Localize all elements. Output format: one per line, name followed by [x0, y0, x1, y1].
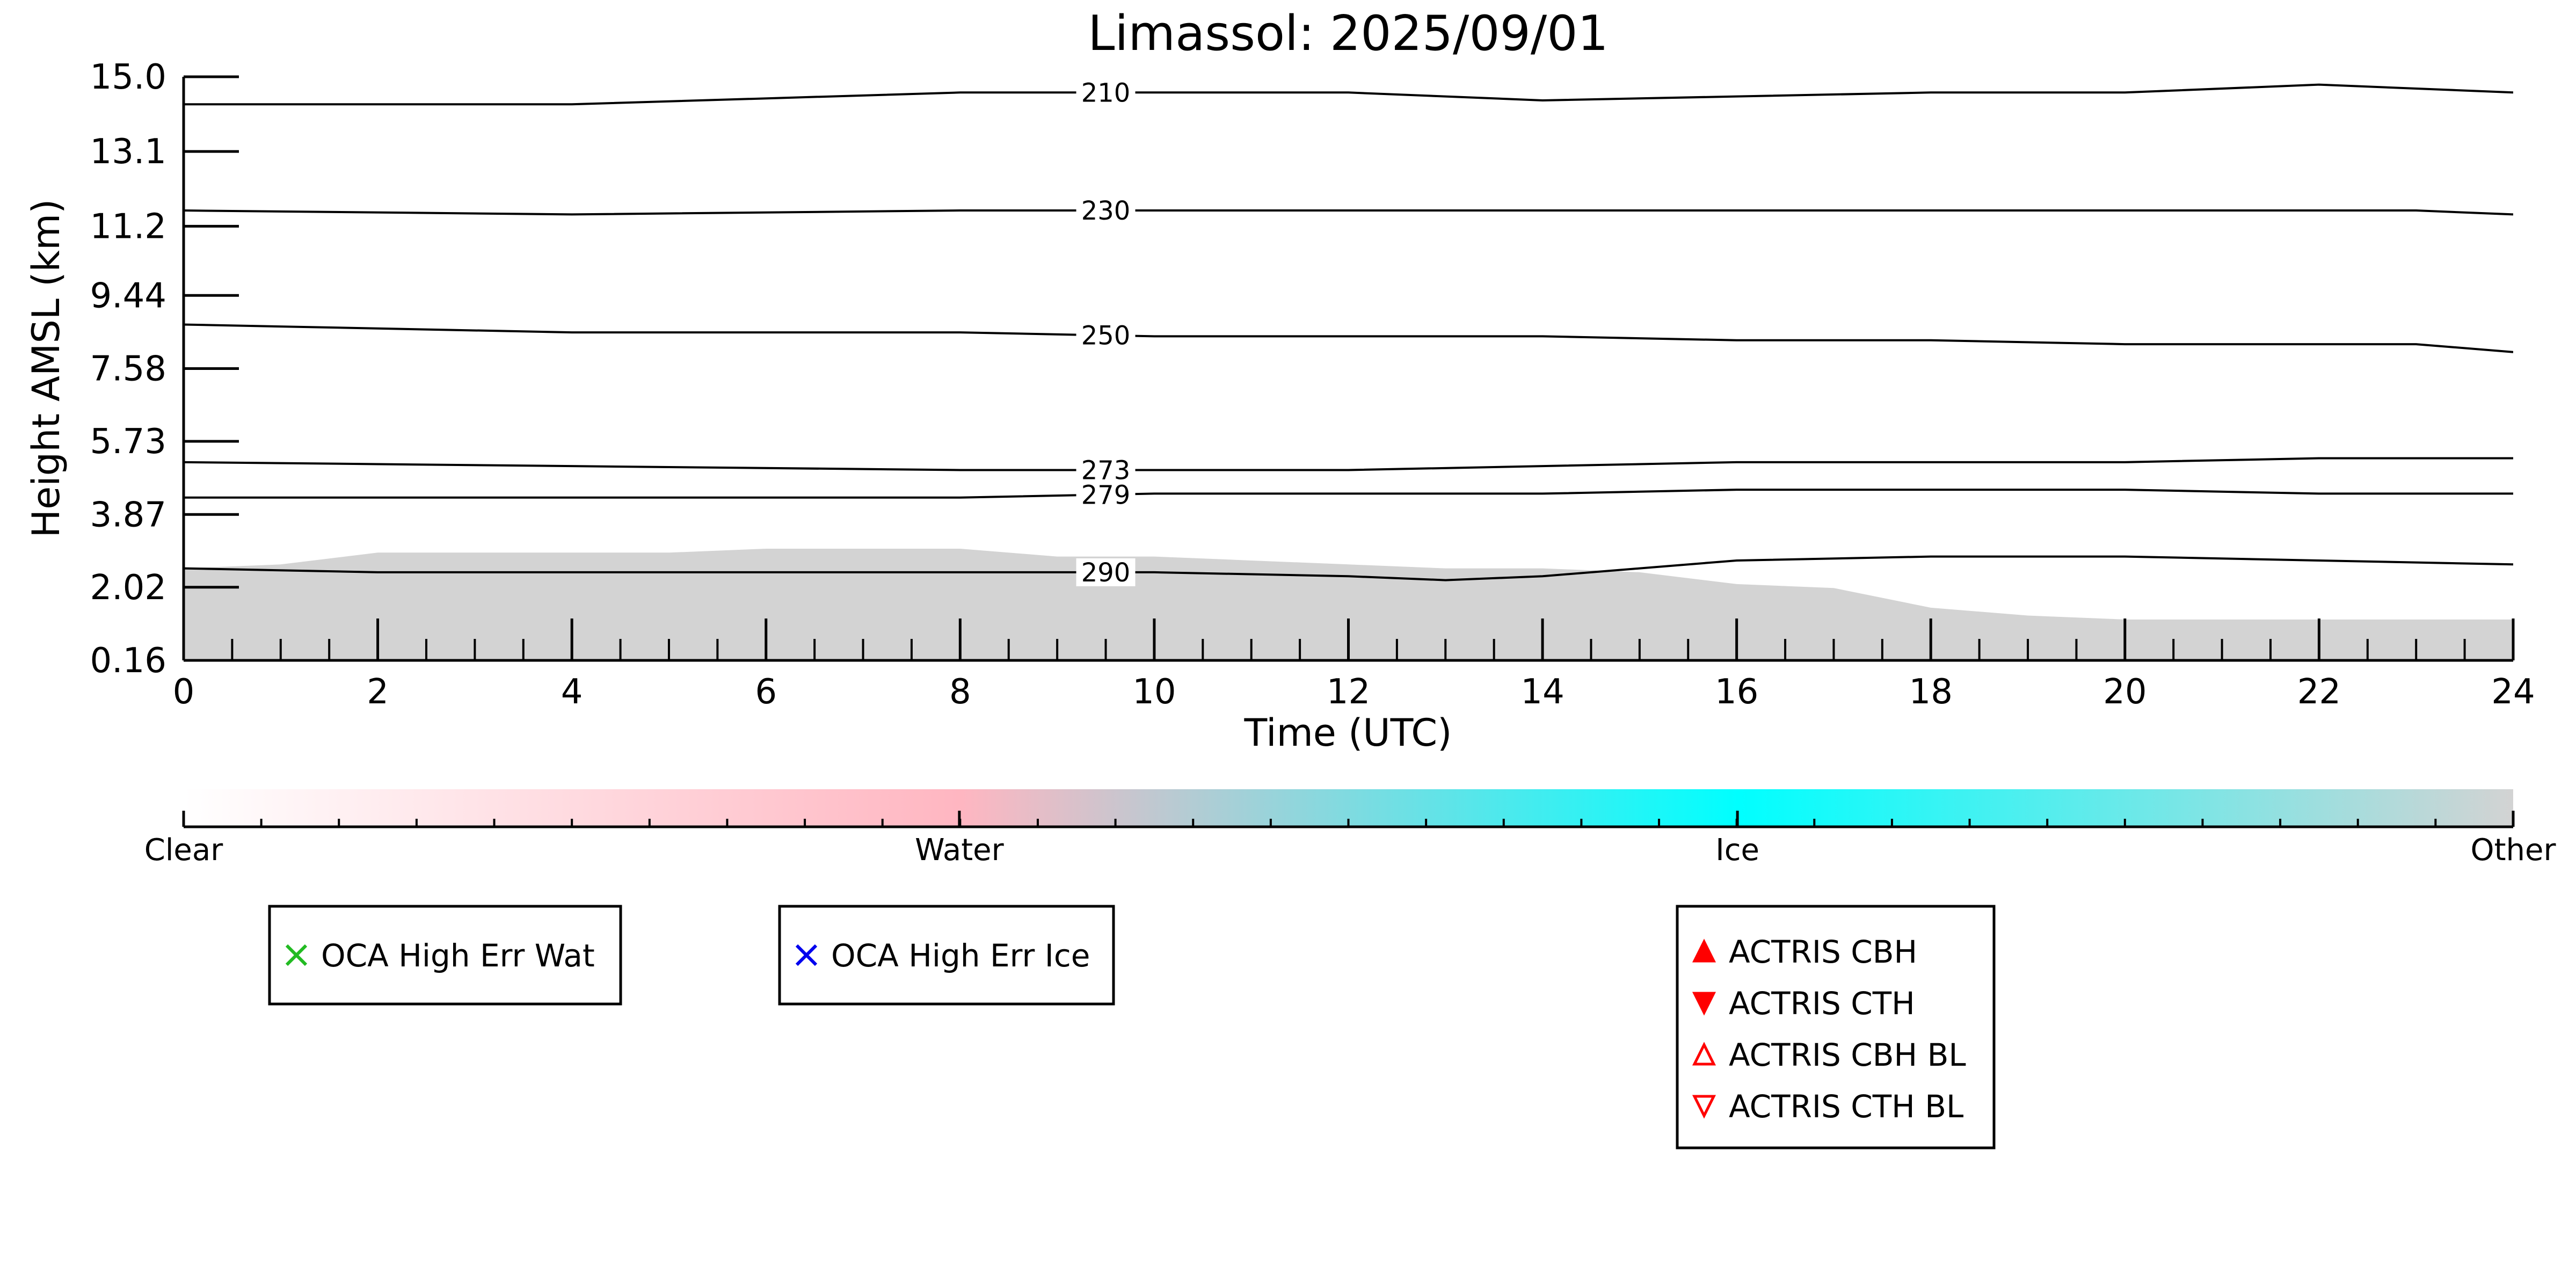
contour-label: 210 [1081, 78, 1131, 108]
y-tick-label: 11.2 [90, 207, 167, 246]
x-tick-label: 4 [561, 672, 583, 712]
triangle-up-icon [1692, 938, 1716, 963]
contour-label-background [1076, 197, 1136, 225]
legend-entry-label: ACTRIS CTH [1729, 985, 1915, 1022]
chart-title: Limassol: 2025/09/01 [1088, 5, 1608, 62]
x-tick-label: 12 [1327, 672, 1370, 712]
contour-line [184, 323, 2513, 353]
legend-box: OCA High Err Wat [268, 905, 622, 1006]
temperature-contours [184, 83, 2513, 581]
x-tick-label: 20 [2103, 672, 2146, 712]
colorbar-label: Water [915, 833, 1005, 868]
x-tick-label: 10 [1132, 672, 1176, 712]
contour-label-background [1076, 456, 1136, 484]
y-tick-label: 9.44 [90, 276, 167, 316]
contour-label-background [1076, 78, 1136, 107]
legend-frame [1676, 905, 1996, 1149]
contour-label: 273 [1081, 455, 1131, 485]
contour-line [184, 209, 2513, 216]
legend-entry-label: ACTRIS CBH BL [1729, 1037, 1966, 1073]
y-tick-label: 0.16 [90, 641, 167, 681]
legend-frame [778, 905, 1115, 1006]
contour-label: 279 [1081, 480, 1131, 510]
contour-line [184, 457, 2513, 471]
triangle-down-icon [1692, 1095, 1716, 1119]
legend-box: OCA High Err Ice [778, 905, 1115, 1006]
x-tick-label: 16 [1715, 672, 1758, 712]
contour-label-background [1076, 321, 1136, 350]
legend-box: ACTRIS CBH ACTRIS CTH ACTRIS CBH BL ACTRIS … [1676, 905, 1996, 1149]
x-tick-label: 6 [755, 672, 777, 712]
contour-label: 290 [1081, 558, 1131, 588]
x-tick-label: 2 [367, 672, 389, 712]
y-tick-label: 7.58 [90, 350, 167, 389]
colorbar-label: Clear [144, 833, 223, 868]
legends: OCA High Err Wat OCA High Err Ice ACTRIS C… [268, 905, 1996, 1149]
x-marker-icon [795, 944, 818, 966]
triangle-down-icon [1692, 992, 1716, 1016]
x-marker-icon [285, 944, 308, 966]
y-axis-label: Height AMSL (km) [24, 199, 68, 538]
contour-label-background [1076, 558, 1136, 586]
colorbar-ticks: Clear Water Ice Other [144, 811, 2556, 868]
y-axis-ticks: 15.0 13.1 11.2 9.44 7.58 5.73 3.87 2.02 0.16 [90, 57, 239, 681]
x-tick-label: 24 [2491, 672, 2535, 712]
legend-entry-label: ACTRIS CBH [1729, 934, 1917, 970]
y-tick-label: 3.87 [90, 495, 167, 535]
colorbar-label: Ice [1715, 833, 1759, 868]
legend-frame [268, 905, 622, 1006]
x-tick-label: 18 [1909, 672, 1953, 712]
x-axis-ticks: 0 2 4 6 8 10 12 14 16 18 20 22 24 [173, 618, 2535, 712]
contour-line [184, 489, 2513, 499]
x-axis-label: Time (UTC) [1244, 711, 1452, 755]
contour-line [184, 83, 2513, 106]
colorbar-label: Other [2470, 833, 2556, 868]
x-tick-label: 22 [2297, 672, 2341, 712]
y-tick-label: 15.0 [90, 57, 167, 97]
y-tick-label: 2.02 [90, 568, 167, 608]
legend-entry-label: OCA High Err Ice [831, 937, 1090, 974]
classification-colorbar: Clear Water Ice Other [144, 789, 2556, 868]
contour-label-background [1076, 481, 1136, 509]
contour-line [184, 555, 2513, 581]
y-tick-label: 5.73 [90, 422, 167, 462]
y-tick-label: 13.1 [90, 132, 167, 172]
x-tick-label: 8 [949, 672, 971, 712]
contour-label: 250 [1081, 321, 1131, 351]
legend-entry-label: OCA High Err Wat [321, 937, 595, 974]
contour-label: 230 [1081, 196, 1131, 226]
x-tick-label: 14 [1520, 672, 1564, 712]
triangle-up-icon [1692, 1042, 1716, 1066]
x-tick-label: 0 [173, 672, 195, 712]
legend-entry-label: ACTRIS CTH BL [1729, 1088, 1963, 1125]
